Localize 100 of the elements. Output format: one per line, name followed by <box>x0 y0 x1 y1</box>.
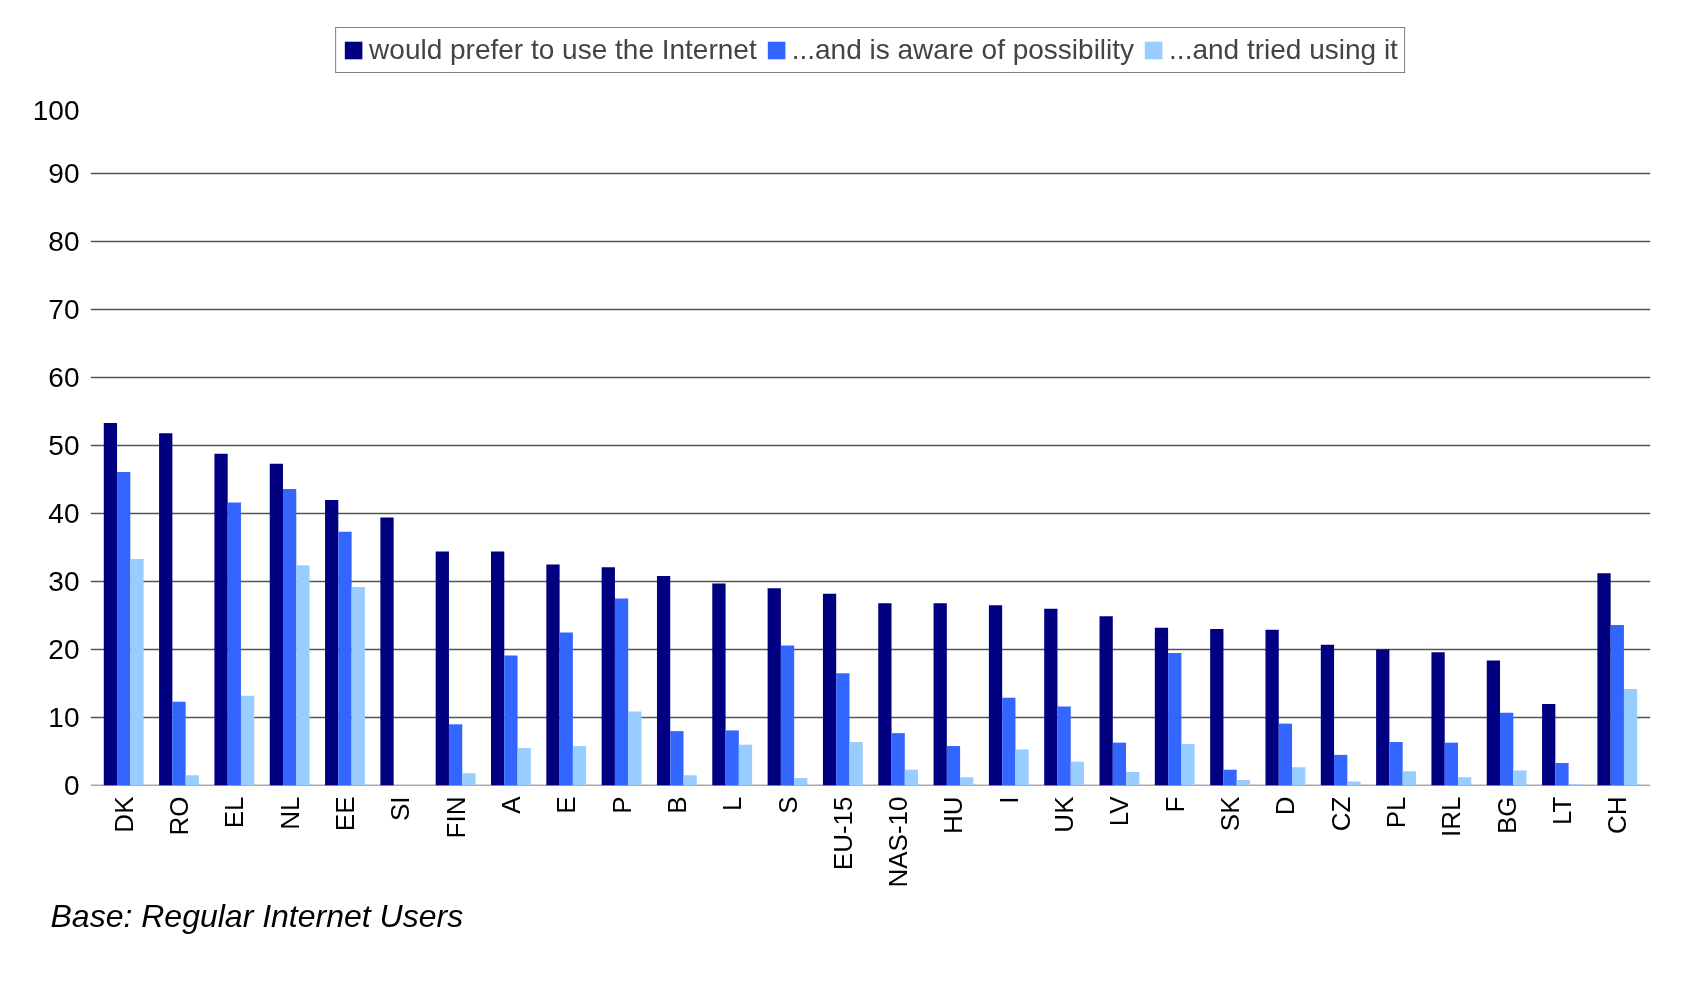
x-tick-label: HU <box>938 796 969 835</box>
bar <box>1334 754 1348 786</box>
y-tick-label: 30 <box>48 566 80 597</box>
x-tick-label: UK <box>1049 795 1080 833</box>
x-tick-label: DK <box>108 795 139 833</box>
bar <box>891 733 905 786</box>
bar <box>822 593 837 786</box>
y-tick-label: 60 <box>48 362 80 393</box>
bar <box>767 588 781 786</box>
y-tick-label: 100 <box>32 94 80 126</box>
bar <box>1486 660 1501 786</box>
bar <box>572 746 587 786</box>
x-tick-label: FIN <box>440 796 471 839</box>
bar <box>1057 706 1071 786</box>
x-tick-label: IRL <box>1436 796 1467 837</box>
y-tick-label: 0 <box>63 770 80 801</box>
bar <box>601 567 615 786</box>
bar <box>683 775 697 786</box>
y-tick-label: 80 <box>48 226 80 257</box>
bar <box>725 730 739 786</box>
bar <box>1070 761 1085 786</box>
x-tick-label: NAS-10 <box>883 796 914 888</box>
bar <box>172 701 186 786</box>
x-tick-label: EE <box>329 796 360 832</box>
bar <box>1181 744 1195 786</box>
bar <box>1555 763 1569 786</box>
bar <box>462 773 476 786</box>
bar <box>338 531 352 786</box>
bar <box>214 453 228 786</box>
bar <box>435 551 449 786</box>
x-tick-label: E <box>551 796 582 814</box>
bar <box>794 778 808 786</box>
bar <box>1542 703 1556 786</box>
bar <box>1002 697 1016 786</box>
x-tick-label: D <box>1270 796 1301 816</box>
bar <box>960 777 974 786</box>
bar <box>1376 649 1390 786</box>
bar <box>1292 767 1306 786</box>
bar <box>1168 652 1182 786</box>
y-tick-label: 20 <box>48 634 80 665</box>
bar <box>849 741 863 786</box>
y-tick-label: 90 <box>48 158 80 189</box>
x-tick-label: CZ <box>1325 796 1356 832</box>
bar <box>1236 780 1250 786</box>
bar <box>380 517 394 786</box>
bar <box>325 499 339 786</box>
bar <box>1126 771 1140 786</box>
x-tick-label: I <box>993 796 1024 804</box>
bar <box>1278 723 1293 786</box>
x-tick-label: EL <box>219 796 250 829</box>
bar <box>670 731 684 786</box>
x-tick-label: LT <box>1546 796 1577 825</box>
legend-label: would prefer to use the Internet <box>369 34 757 66</box>
bar <box>491 551 505 786</box>
y-tick-label: 40 <box>48 498 80 529</box>
bar <box>1015 749 1029 786</box>
bar <box>159 433 173 786</box>
bar <box>946 746 961 786</box>
legend-label: ...and tried using it <box>1169 34 1398 66</box>
bar <box>1457 777 1472 786</box>
x-tick-label: P <box>606 796 637 814</box>
bar <box>185 775 199 786</box>
x-tick-label: LV <box>1104 795 1135 827</box>
y-tick-label: 50 <box>48 430 80 461</box>
bar <box>1044 608 1058 786</box>
x-tick-label: PL <box>1381 796 1412 829</box>
bar <box>546 564 560 786</box>
y-tick-label: 70 <box>48 294 80 325</box>
x-tick-label: A <box>495 795 526 814</box>
bar <box>904 769 919 786</box>
bar <box>1513 770 1527 786</box>
x-tick-label: B <box>661 796 692 814</box>
x-tick-label: L <box>717 796 748 811</box>
bar <box>1347 781 1361 786</box>
bar <box>296 565 310 786</box>
bar <box>1320 644 1335 786</box>
bar <box>1500 712 1514 786</box>
bar <box>988 605 1003 786</box>
x-tick-label: SI <box>385 796 416 822</box>
x-tick-label: SK <box>1215 795 1246 832</box>
bar <box>878 603 892 786</box>
x-tick-label: EU-15 <box>827 796 858 871</box>
bar <box>656 576 671 786</box>
bar <box>1112 742 1127 786</box>
text: Base: Regular Internet Users <box>50 897 464 934</box>
bar <box>1444 742 1458 786</box>
bar <box>628 711 642 786</box>
x-tick-label: CH <box>1602 796 1633 835</box>
bar <box>1610 625 1624 786</box>
bar <box>504 655 518 786</box>
y-tick-label: 10 <box>48 702 80 733</box>
bar <box>1210 629 1224 786</box>
x-tick-label: NL <box>274 796 305 830</box>
bar <box>1099 616 1113 786</box>
bar <box>517 748 531 786</box>
bar <box>117 472 131 786</box>
bar <box>1402 771 1416 786</box>
bar <box>712 583 726 786</box>
legend-label: ...and is aware of possibility <box>791 34 1135 66</box>
x-tick-label: BG <box>1491 796 1522 835</box>
